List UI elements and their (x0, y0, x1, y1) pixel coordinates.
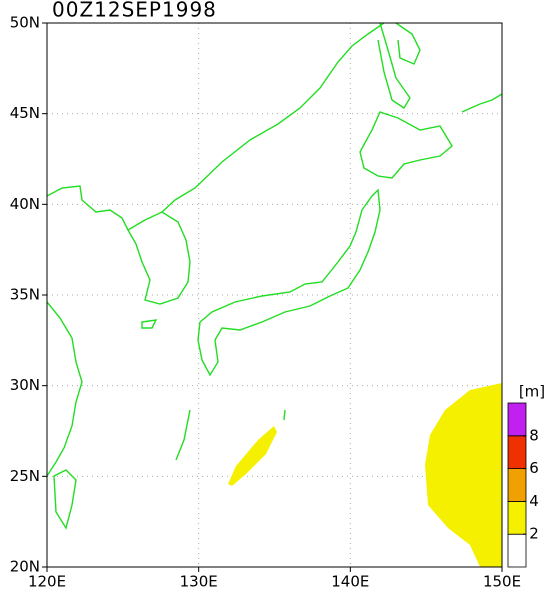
x-tick-label: 150E (483, 573, 521, 591)
coastline (46, 185, 129, 231)
coastlines (46, 22, 503, 530)
axes: 120E 130E 140E 150E 20N 25N 30N 35N 40N 45N 50N (10, 14, 521, 591)
coastline (141, 319, 158, 329)
colorbar-label: 4 (529, 492, 539, 510)
y-tick-label: 45N (10, 104, 40, 122)
colorbar-segment (507, 500, 527, 535)
colorbar-label: 8 (529, 426, 539, 444)
colorbar-label: 2 (529, 525, 539, 543)
coastline (359, 111, 453, 179)
wave-patch (425, 383, 502, 567)
coastline (283, 409, 286, 421)
coastline (197, 188, 381, 377)
y-tick-label: 25N (10, 467, 40, 485)
y-tick-label: 40N (10, 195, 40, 213)
coastline (161, 22, 385, 213)
y-tick-label: 20N (10, 558, 40, 576)
colorbar-segment (507, 533, 527, 568)
x-tick-label: 140E (331, 573, 369, 591)
y-tick-label: 35N (10, 286, 40, 304)
coastline (461, 93, 503, 113)
x-tick-label: 120E (28, 573, 66, 591)
colorbar-unit: [m] (519, 383, 545, 401)
colorbar: 2 4 6 8 (507, 402, 539, 568)
coastline (53, 469, 77, 530)
y-tick-label: 50N (10, 14, 40, 32)
colorbar-segment (507, 435, 527, 469)
coastline (395, 22, 421, 65)
colorbar-segment (507, 402, 527, 437)
x-tick-label: 130E (180, 573, 218, 591)
title: 00Z12SEP1998 (52, 0, 217, 22)
wave-field (228, 383, 502, 567)
y-tick-label: 30N (10, 376, 40, 394)
coastline (127, 211, 191, 305)
coastline (46, 301, 83, 477)
wave-patch (228, 426, 277, 486)
coastline (377, 22, 411, 109)
coastline (175, 409, 191, 461)
colorbar-label: 6 (529, 459, 539, 477)
colorbar-segment (507, 468, 527, 502)
